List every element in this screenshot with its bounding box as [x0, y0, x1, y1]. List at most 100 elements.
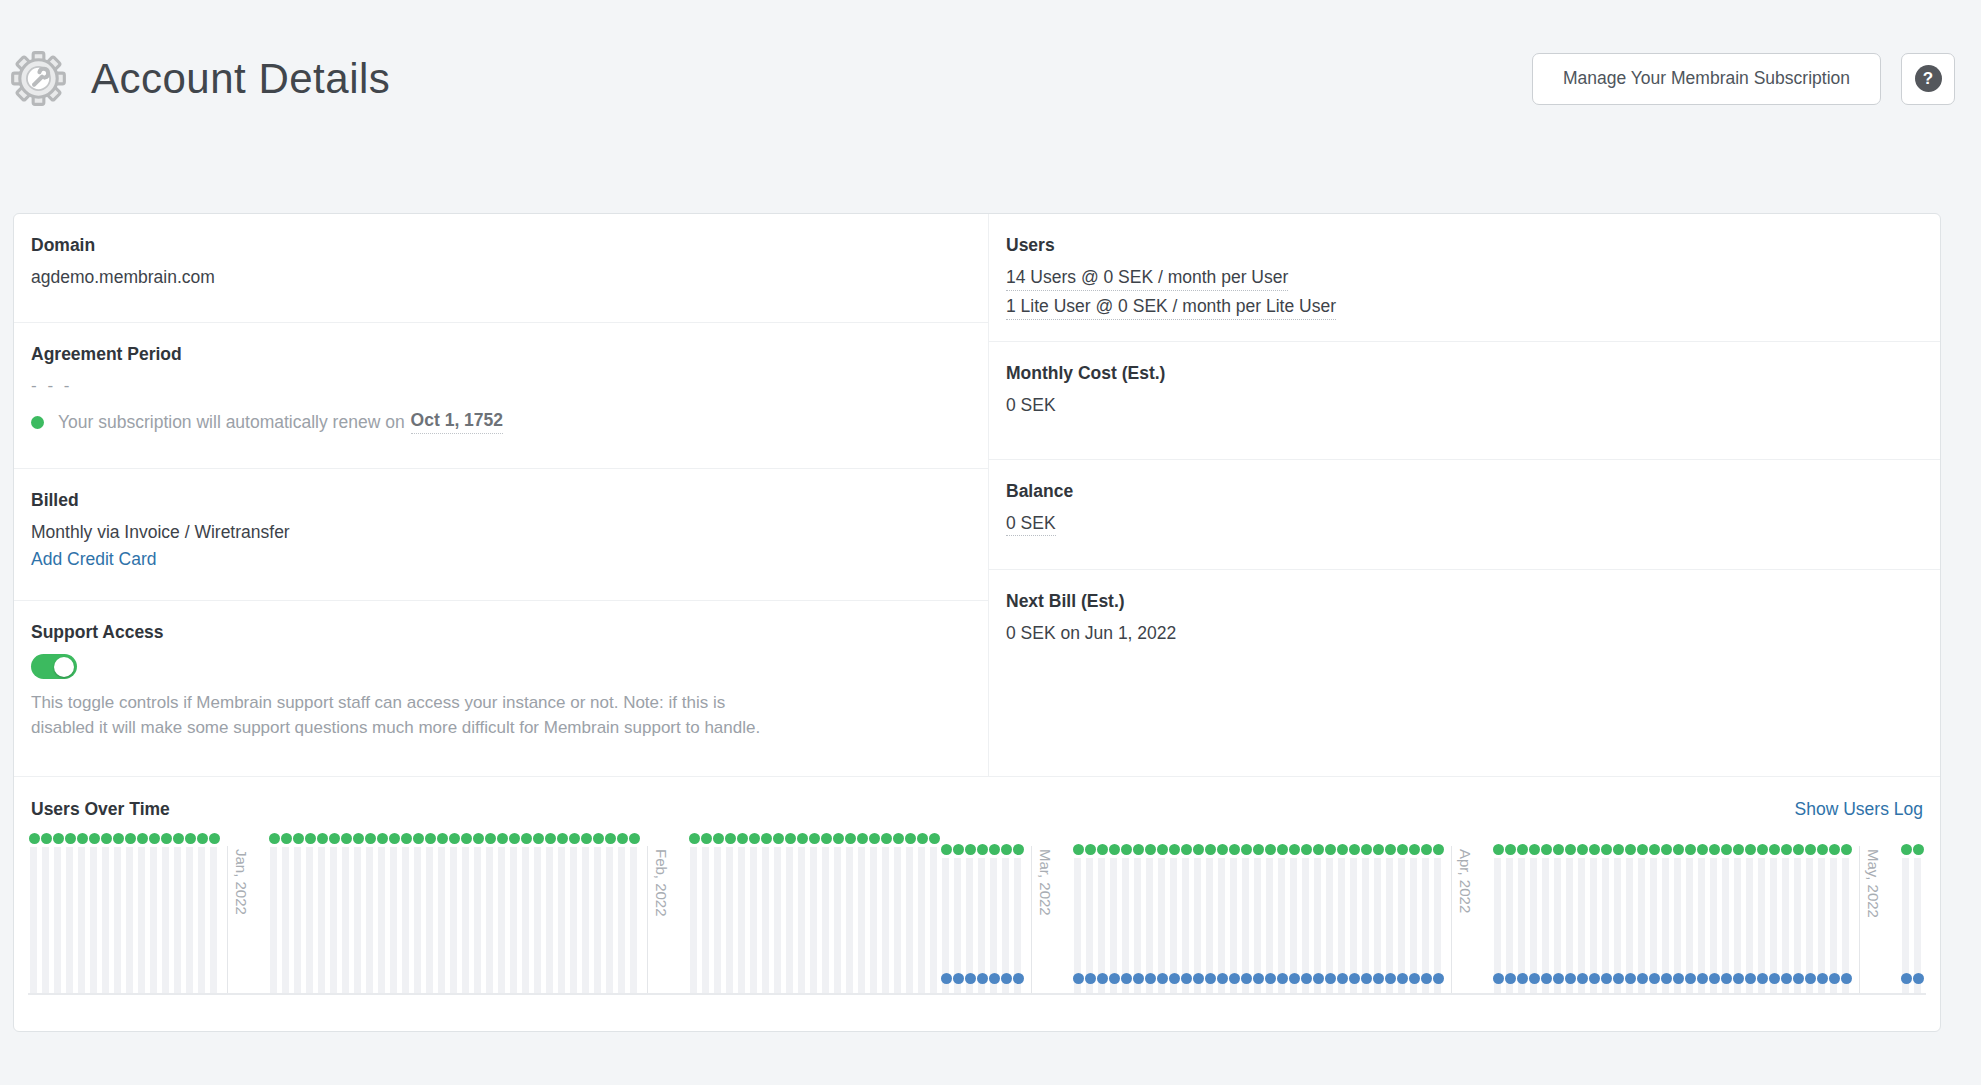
- chart-day-column[interactable]: [832, 833, 844, 995]
- chart-day-column[interactable]: [844, 833, 856, 995]
- chart-day-column[interactable]: [1564, 833, 1576, 995]
- chart-day-column[interactable]: [148, 833, 160, 995]
- chart-day-column[interactable]: [1576, 833, 1588, 995]
- chart-day-column[interactable]: [1816, 833, 1828, 995]
- chart-day-column[interactable]: [1348, 833, 1360, 995]
- chart-day-column[interactable]: [820, 833, 832, 995]
- chart-day-column[interactable]: [40, 833, 52, 995]
- chart-day-column[interactable]: [1276, 833, 1288, 995]
- chart-day-column[interactable]: [376, 833, 388, 995]
- chart-day-column[interactable]: [1384, 833, 1396, 995]
- chart-day-column[interactable]: [1252, 833, 1264, 995]
- chart-day-column[interactable]: [460, 833, 472, 995]
- chart-day-column[interactable]: [1528, 833, 1540, 995]
- chart-day-column[interactable]: [400, 833, 412, 995]
- chart-day-column[interactable]: [1504, 833, 1516, 995]
- chart-day-column[interactable]: [568, 833, 580, 995]
- chart-day-column[interactable]: [280, 833, 292, 995]
- chart-day-column[interactable]: [1660, 833, 1672, 995]
- chart-day-column[interactable]: [1912, 833, 1924, 995]
- chart-day-column[interactable]: [1708, 833, 1720, 995]
- add-credit-card-link[interactable]: Add Credit Card: [31, 549, 156, 569]
- chart-day-column[interactable]: [1684, 833, 1696, 995]
- chart-day-column[interactable]: [544, 833, 556, 995]
- help-button[interactable]: ?: [1901, 53, 1955, 105]
- chart-day-column[interactable]: [1300, 833, 1312, 995]
- chart-day-column[interactable]: [388, 833, 400, 995]
- chart-day-column[interactable]: [112, 833, 124, 995]
- chart-day-column[interactable]: [76, 833, 88, 995]
- chart-day-column[interactable]: [868, 833, 880, 995]
- chart-day-column[interactable]: [928, 833, 940, 995]
- chart-day-column[interactable]: [1648, 833, 1660, 995]
- chart-day-column[interactable]: [1408, 833, 1420, 995]
- chart-day-column[interactable]: [1012, 833, 1024, 995]
- chart-day-column[interactable]: [1600, 833, 1612, 995]
- chart-day-column[interactable]: [532, 833, 544, 995]
- chart-day-column[interactable]: [916, 833, 928, 995]
- manage-subscription-button[interactable]: Manage Your Membrain Subscription: [1532, 53, 1881, 105]
- chart-day-column[interactable]: [1000, 833, 1012, 995]
- chart-day-column[interactable]: [136, 833, 148, 995]
- chart-day-column[interactable]: [1168, 833, 1180, 995]
- chart-day-column[interactable]: [196, 833, 208, 995]
- chart-day-column[interactable]: [160, 833, 172, 995]
- chart-day-column[interactable]: [592, 833, 604, 995]
- chart-day-column[interactable]: [1432, 833, 1444, 995]
- chart-day-column[interactable]: [1336, 833, 1348, 995]
- chart-day-column[interactable]: [604, 833, 616, 995]
- chart-day-column[interactable]: [484, 833, 496, 995]
- chart-day-column[interactable]: [1804, 833, 1816, 995]
- chart-day-column[interactable]: [520, 833, 532, 995]
- chart-day-column[interactable]: [88, 833, 100, 995]
- chart-day-column[interactable]: [1744, 833, 1756, 995]
- chart-day-column[interactable]: [1204, 833, 1216, 995]
- chart-day-column[interactable]: [1792, 833, 1804, 995]
- chart-day-column[interactable]: [748, 833, 760, 995]
- chart-day-column[interactable]: [1540, 833, 1552, 995]
- chart-day-column[interactable]: [1120, 833, 1132, 995]
- chart-day-column[interactable]: [184, 833, 196, 995]
- chart-day-column[interactable]: [364, 833, 376, 995]
- chart-day-column[interactable]: [724, 833, 736, 995]
- chart-day-column[interactable]: [1612, 833, 1624, 995]
- chart-day-column[interactable]: [1828, 833, 1840, 995]
- chart-day-column[interactable]: [100, 833, 112, 995]
- chart-day-column[interactable]: [1780, 833, 1792, 995]
- chart-day-column[interactable]: [1636, 833, 1648, 995]
- chart-day-column[interactable]: [1180, 833, 1192, 995]
- chart-day-column[interactable]: [448, 833, 460, 995]
- chart-day-column[interactable]: [1240, 833, 1252, 995]
- chart-day-column[interactable]: [1720, 833, 1732, 995]
- chart-day-column[interactable]: [412, 833, 424, 995]
- chart-day-column[interactable]: [1588, 833, 1600, 995]
- chart-day-column[interactable]: [616, 833, 628, 995]
- chart-day-column[interactable]: [1264, 833, 1276, 995]
- chart-day-column[interactable]: [1516, 833, 1528, 995]
- chart-day-column[interactable]: [712, 833, 724, 995]
- chart-day-column[interactable]: [28, 833, 40, 995]
- chart-day-column[interactable]: [52, 833, 64, 995]
- chart-day-column[interactable]: [424, 833, 436, 995]
- chart-day-column[interactable]: [268, 833, 280, 995]
- chart-day-column[interactable]: [1552, 833, 1564, 995]
- chart-day-column[interactable]: [856, 833, 868, 995]
- chart-day-column[interactable]: [1492, 833, 1504, 995]
- chart-day-column[interactable]: [1420, 833, 1432, 995]
- chart-day-column[interactable]: [1360, 833, 1372, 995]
- chart-day-column[interactable]: [1312, 833, 1324, 995]
- chart-day-column[interactable]: [808, 833, 820, 995]
- chart-day-column[interactable]: [1768, 833, 1780, 995]
- chart-day-column[interactable]: [784, 833, 796, 995]
- chart-day-column[interactable]: [304, 833, 316, 995]
- chart-day-column[interactable]: [736, 833, 748, 995]
- chart-day-column[interactable]: [1084, 833, 1096, 995]
- chart-day-column[interactable]: [340, 833, 352, 995]
- chart-day-column[interactable]: [1192, 833, 1204, 995]
- chart-day-column[interactable]: [580, 833, 592, 995]
- chart-day-column[interactable]: [124, 833, 136, 995]
- chart-day-column[interactable]: [556, 833, 568, 995]
- chart-day-column[interactable]: [1216, 833, 1228, 995]
- chart-day-column[interactable]: [352, 833, 364, 995]
- chart-day-column[interactable]: [1228, 833, 1240, 995]
